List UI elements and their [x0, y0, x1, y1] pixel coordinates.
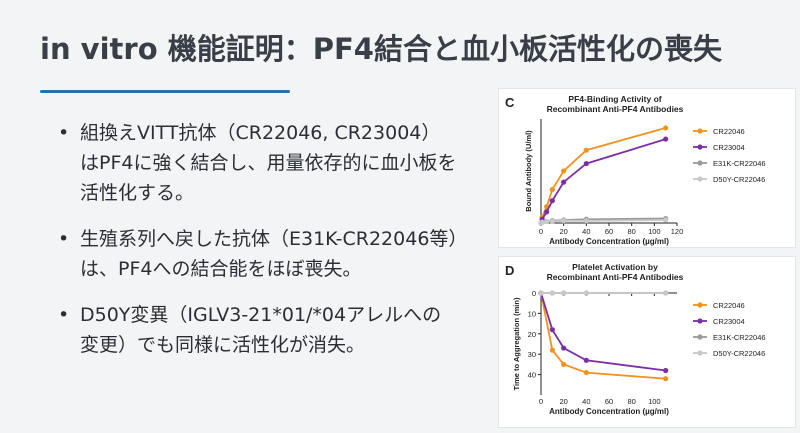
data-point	[561, 179, 567, 185]
bullet-item: 生殖系列へ戻した抗体（E31K-CR22046等）は、PF4への結合能をほぼ喪失…	[58, 224, 458, 284]
legend-marker	[697, 334, 703, 340]
data-point	[583, 369, 589, 376]
series-line	[540, 138, 666, 224]
data-point	[549, 290, 555, 296]
legend-marker	[697, 318, 703, 324]
data-point	[539, 219, 545, 225]
legend-label: CR23004	[713, 317, 745, 326]
legend-marker	[697, 302, 703, 308]
x-tick-label: 120	[671, 227, 684, 236]
x-tick-label: 20	[559, 397, 567, 406]
data-point	[561, 218, 567, 224]
panel-letter: D	[505, 263, 514, 278]
data-point	[549, 186, 555, 193]
chart-title: PF4-Binding Activity of	[568, 94, 661, 104]
x-tick-label: 20	[559, 227, 567, 236]
bullet-list: 組換えVITT抗体（CR22046, CR23004）はPF4に強く結合し、用量…	[58, 118, 458, 376]
data-point	[549, 347, 555, 353]
y-tick-label: 40	[528, 371, 536, 380]
y-tick-label: 10	[528, 309, 536, 318]
x-axis-label: Antibody Concentration (µg/ml)	[549, 407, 669, 416]
data-point	[561, 290, 567, 296]
y-axis-label: Bound Antibody (U/ml)	[524, 130, 533, 212]
bullet-item: D50Y変異（IGLV3-21*01/*04アレルへの変更）でも同様に活性化が消…	[58, 300, 458, 360]
legend-marker	[697, 160, 703, 166]
legend-marker	[697, 176, 703, 182]
chart-panel-c: C PF4-Binding Activity of Recombinant Anti…	[498, 88, 796, 248]
legend-label: CR22046	[713, 127, 745, 136]
chart-title: Platelet Activation by	[572, 262, 658, 272]
legend-label: D50Y-CR22046	[713, 349, 765, 358]
x-axis-label: Antibody Concentration (µg/ml)	[549, 237, 669, 246]
y-tick-label: 0	[532, 289, 536, 298]
legend-label: D50Y-CR22046	[713, 175, 765, 184]
x-tick-label: 80	[627, 227, 635, 236]
chart-title: Recombinant Anti-PF4 Antibodies	[547, 104, 684, 114]
data-point	[538, 290, 544, 296]
legend-label: CR22046	[713, 301, 745, 310]
data-point	[663, 136, 669, 142]
data-point	[583, 357, 589, 363]
data-point	[544, 218, 550, 225]
data-point	[544, 209, 550, 215]
x-tick-label: 60	[605, 397, 613, 406]
y-tick-label: 30	[528, 350, 536, 359]
x-tick-label: 60	[605, 227, 613, 236]
series-line	[540, 292, 666, 380]
data-point	[583, 147, 589, 153]
data-point	[583, 290, 589, 296]
x-tick-label: 100	[648, 227, 661, 236]
data-point	[663, 290, 669, 296]
data-point	[583, 160, 589, 167]
data-point	[663, 125, 669, 131]
data-point	[561, 345, 567, 351]
data-point	[663, 367, 669, 374]
slide-title: in vitro 機能証明：PF4結合と血小板活性化の喪失	[40, 32, 722, 66]
x-tick-label: 0	[539, 397, 543, 406]
x-tick-label: 40	[582, 397, 590, 406]
x-tick-label: 0	[539, 227, 543, 236]
chart-panel-d: D Platelet Activation by Recombinant Anti-…	[498, 256, 796, 428]
chart-title: Recombinant Anti-PF4 Antibodies	[547, 272, 684, 282]
x-tick-label: 100	[648, 397, 661, 406]
series-line	[540, 127, 666, 224]
legend-label: CR23004	[713, 143, 745, 152]
legend-label: E31K-CR22046	[713, 159, 766, 168]
x-tick-label: 80	[627, 397, 635, 406]
data-point	[561, 361, 567, 367]
legend-label: E31K-CR22046	[713, 333, 766, 342]
data-point	[549, 327, 555, 333]
data-point	[663, 376, 669, 382]
data-point	[549, 218, 555, 225]
data-point	[561, 168, 567, 174]
legend-marker	[697, 144, 703, 150]
data-point	[583, 218, 589, 224]
legend-marker	[697, 128, 703, 134]
bullet-item: 組換えVITT抗体（CR22046, CR23004）はPF4に強く結合し、用量…	[58, 118, 458, 208]
title-underline	[40, 90, 290, 93]
data-point	[549, 198, 555, 204]
y-axis-label: Time to Aggregation (min)	[512, 297, 521, 390]
data-point	[663, 217, 669, 223]
panel-letter: C	[505, 95, 515, 110]
x-tick-label: 40	[582, 227, 590, 236]
y-tick-label: 20	[528, 330, 536, 339]
legend-marker	[697, 350, 703, 356]
